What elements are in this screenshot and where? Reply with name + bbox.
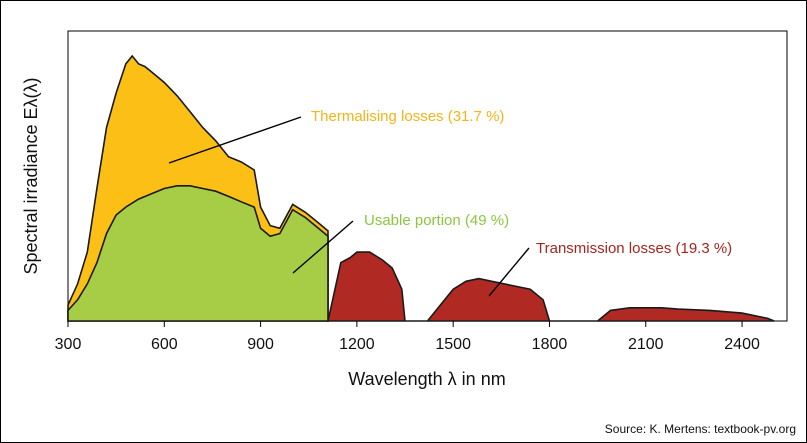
x-tick-label: 1500 [435, 336, 471, 353]
legend-thermalising-losses: Thermalising losses (31.7 %) [311, 108, 504, 125]
area-layer [67, 54, 775, 322]
usable-pointer-line [292, 220, 354, 274]
area-usable-portion [67, 185, 329, 322]
x-tick-label: 2100 [628, 336, 664, 353]
legend-usable-portion: Usable portion (49 %) [364, 212, 509, 229]
area-transmission-losses [327, 251, 775, 322]
transmission-pointer-line [488, 247, 530, 297]
thermal-pointer-line [168, 116, 302, 164]
x-tick-label: 600 [151, 336, 178, 353]
x-tick-label: 900 [247, 336, 274, 353]
annotation-lines [168, 116, 530, 297]
legend-transmission-losses: Transmission losses (19.3 %) [536, 240, 732, 257]
x-tick-label: 1800 [532, 336, 568, 353]
x-tick-label: 1200 [339, 336, 375, 353]
x-tick-label: 300 [55, 336, 82, 353]
x-axis: 300 600 900 1200 1500 1800 2100 2400 [55, 321, 760, 353]
x-axis-title: Wavelength λ in nm [348, 369, 505, 389]
y-axis-title: Spectral irradiance Eλ(λ) [21, 77, 41, 274]
x-tick-label: 2400 [724, 336, 760, 353]
source-credit: Source: K. Mertens: textbook-pv.org [604, 422, 796, 436]
